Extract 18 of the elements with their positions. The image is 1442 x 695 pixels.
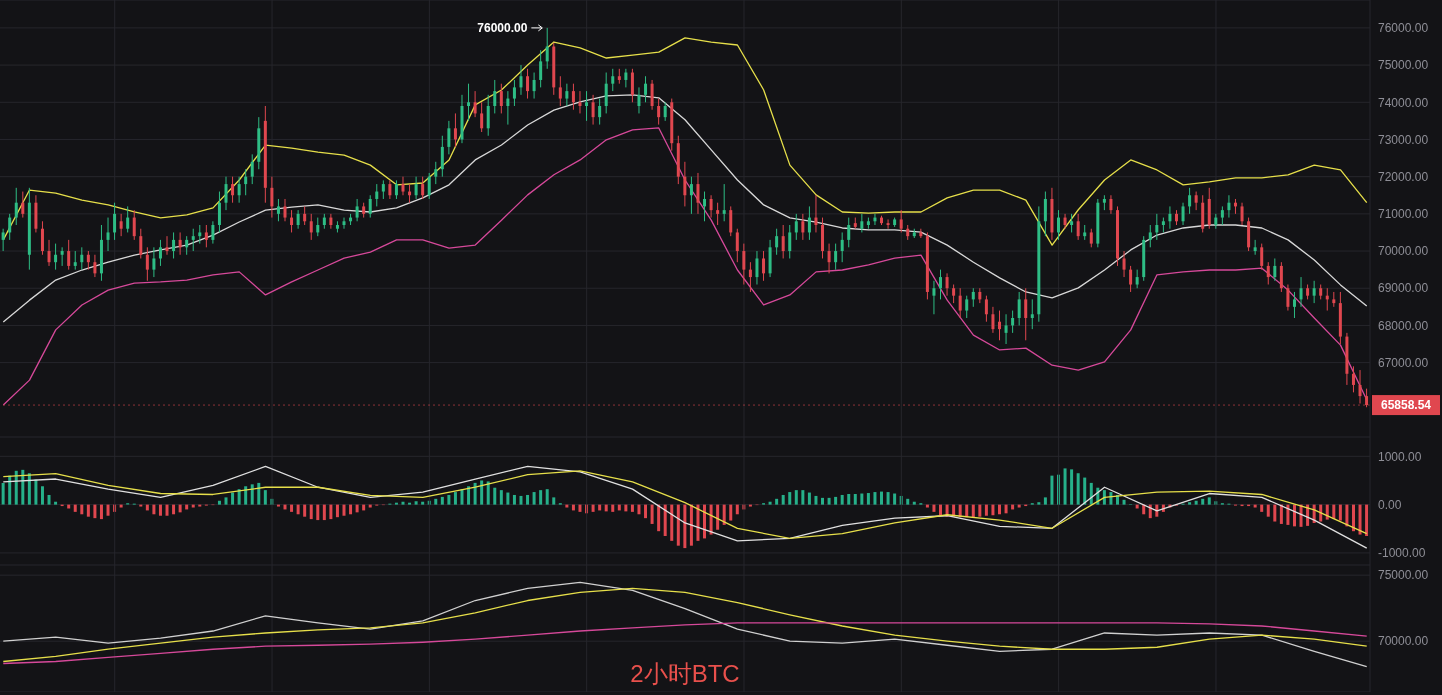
annotation: 76000.00	[477, 20, 528, 35]
y-tick-label: 67000.00	[1378, 355, 1429, 370]
y-tick-label: 68000.00	[1378, 318, 1429, 333]
y-tick-label: 76000.00	[1378, 21, 1429, 36]
ref-line-label: 65858.54	[1380, 398, 1432, 413]
y-tick-label: 74000.00	[1378, 95, 1429, 110]
y-tick-label: 72000.00	[1378, 169, 1429, 184]
y-tick-label: 70000.00	[1378, 244, 1429, 259]
y-tick-label: 0.00	[1378, 497, 1402, 512]
y-tick-label: -1000.00	[1378, 546, 1426, 561]
y-tick-label: 1000.00	[1378, 449, 1422, 464]
y-tick-label: 71000.00	[1378, 207, 1429, 222]
y-tick-label: 75000.00	[1378, 568, 1429, 583]
annotation: 2小时BTC	[629, 659, 741, 689]
y-tick-label: 70000.00	[1378, 634, 1429, 649]
y-tick-label: 73000.00	[1378, 132, 1429, 147]
y-tick-label: 75000.00	[1378, 58, 1429, 73]
y-tick-label: 69000.00	[1378, 281, 1429, 296]
